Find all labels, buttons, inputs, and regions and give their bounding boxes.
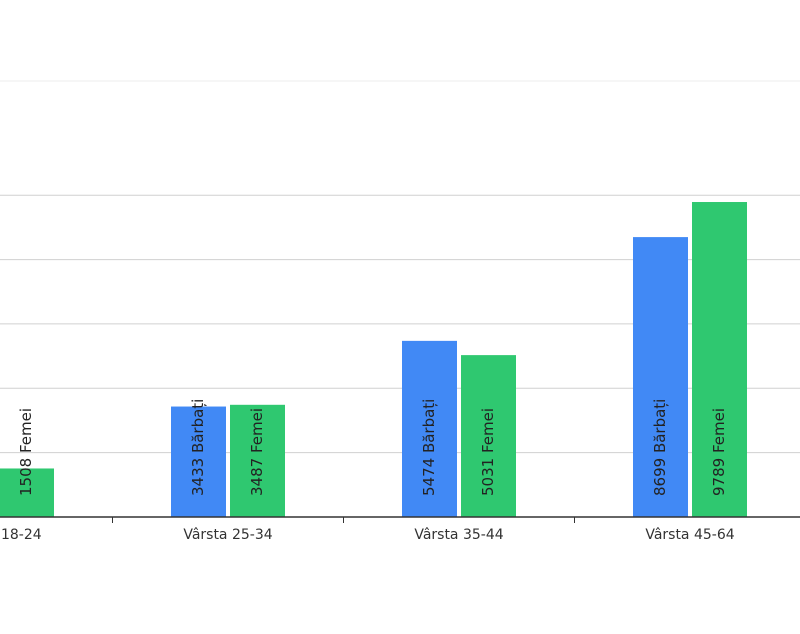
data-label: 8699 Bărbați: [651, 399, 669, 496]
x-tick-label: Vârsta 35-44: [414, 527, 503, 543]
bar: [230, 404, 285, 517]
bar: [0, 468, 54, 517]
data-label: 3487 Femei: [248, 408, 266, 496]
bar: [402, 340, 457, 517]
bar: [461, 355, 516, 517]
bar: [171, 406, 226, 517]
bar: [692, 202, 747, 517]
data-label: 5474 Bărbați: [420, 399, 438, 496]
bar: [633, 237, 688, 517]
data-label: 1508 Femei: [17, 408, 35, 496]
x-tick-label: Vârsta 45-64: [645, 527, 734, 543]
x-tick-label: Vârsta 25-34: [183, 527, 272, 543]
data-label: 9789 Femei: [710, 408, 728, 496]
data-label: 3433 Bărbați: [189, 399, 207, 496]
data-label: 5031 Femei: [479, 408, 497, 496]
x-tick-label: Vârsta 18-24: [0, 527, 42, 543]
